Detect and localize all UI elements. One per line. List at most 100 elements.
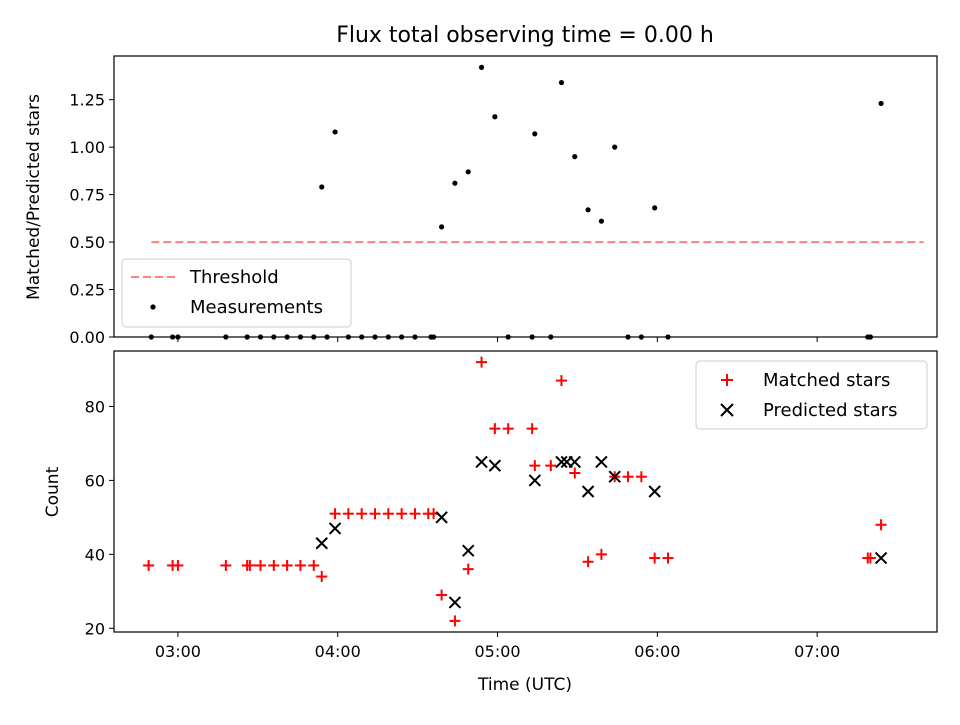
predicted-stars-point	[581, 485, 595, 498]
matched-stars-point	[864, 552, 876, 564]
matched-stars-point	[489, 423, 501, 435]
matched-stars-point	[382, 508, 394, 520]
matched-stars-point	[143, 559, 155, 571]
matched-stars-point	[476, 356, 488, 368]
matched-stars-point	[254, 559, 266, 571]
predicted-stars-point	[435, 511, 448, 524]
measurement-point	[878, 100, 884, 107]
matched-stars-point	[545, 460, 557, 472]
matched-stars-point	[649, 552, 661, 564]
predicted-stars-point	[448, 596, 462, 609]
measurement-point	[465, 169, 471, 175]
x-tick-label: 05:00	[474, 642, 520, 661]
predicted-stars-series	[315, 455, 888, 609]
matched-stars-point	[281, 559, 293, 571]
matched-stars-point	[582, 556, 594, 568]
measurement-point	[439, 224, 445, 230]
matched-stars-point	[635, 471, 647, 483]
top-x-ticks	[177, 337, 818, 342]
top-panel: Flux total observing time = 0.00 h 0.000…	[24, 23, 938, 347]
predicted-stars-point	[475, 455, 488, 469]
top-legend: Threshold Measurements	[121, 258, 352, 328]
predicted-stars-point	[568, 455, 581, 469]
matched-stars-point	[449, 615, 461, 627]
measurement-point	[532, 131, 538, 137]
matched-stars-series	[143, 356, 887, 627]
y-tick-label: 60	[85, 471, 105, 490]
top-plot-content	[148, 64, 924, 340]
matched-stars-point	[369, 508, 381, 520]
y-tick-label: 40	[85, 545, 105, 564]
y-tick-label: 80	[85, 397, 105, 416]
predicted-legend-swatch	[720, 403, 734, 417]
matched-stars-point	[502, 423, 514, 435]
y-tick-label: 0.00	[69, 328, 105, 347]
top-chart-title: Flux total observing time = 0.00 h	[336, 23, 714, 48]
bottom-x-axis: 03:00 04:00 05:00 06:00 07:00	[155, 632, 840, 661]
top-legend-box	[121, 258, 352, 328]
matched-legend-swatch	[721, 374, 733, 386]
predicted-stars-point	[488, 459, 502, 472]
predicted-stars-point	[528, 474, 542, 487]
measurement-point	[652, 205, 658, 211]
bottom-plot-content	[143, 356, 888, 627]
matched-stars-point	[555, 375, 567, 387]
predicted-legend-label: Predicted stars	[763, 400, 897, 421]
measurement-point	[452, 180, 458, 186]
predicted-stars-point	[595, 455, 608, 469]
measurement-point	[558, 79, 565, 86]
matched-stars-point	[595, 548, 607, 560]
x-tick-label: 03:00	[155, 642, 201, 661]
matched-stars-point	[342, 508, 354, 520]
matched-stars-point	[308, 559, 320, 571]
measurement-point	[319, 184, 325, 190]
matched-legend-label: Matched stars	[763, 370, 890, 391]
measurement-point	[612, 144, 618, 150]
matched-stars-point	[526, 423, 538, 435]
matched-stars-point	[569, 467, 581, 479]
predicted-stars-point	[648, 485, 661, 498]
bottom-y-axis-label: Count	[43, 466, 63, 517]
y-tick-label: 0.50	[69, 233, 105, 252]
x-tick-label: 07:00	[794, 642, 840, 661]
y-tick-label: 0.75	[69, 186, 105, 205]
top-plot-frame	[113, 55, 938, 338]
matched-stars-point	[436, 589, 448, 601]
matched-stars-point	[529, 460, 541, 472]
matched-stars-point	[662, 552, 674, 564]
y-tick-label: 20	[85, 619, 105, 638]
matched-stars-point	[875, 519, 887, 531]
bottom-legend-box	[695, 360, 928, 430]
bottom-x-axis-label: Time (UTC)	[477, 675, 572, 695]
predicted-stars-point	[874, 551, 888, 565]
matched-stars-point	[172, 559, 184, 571]
matched-stars-point	[356, 508, 368, 520]
measurement-point	[478, 64, 485, 70]
y-tick-label: 1.00	[69, 138, 105, 157]
predicted-stars-point	[315, 537, 328, 550]
matched-stars-point	[294, 559, 306, 571]
top-y-axis-label: Matched/Predicted stars	[24, 94, 44, 300]
measurement-point	[598, 218, 605, 224]
x-tick-label: 06:00	[634, 642, 680, 661]
measurement-point	[332, 129, 338, 135]
matched-stars-point	[622, 471, 634, 483]
bottom-plot-frame	[113, 350, 938, 633]
y-tick-label: 1.25	[69, 91, 105, 110]
predicted-stars-point	[608, 470, 621, 483]
measurement-point	[492, 114, 498, 120]
matched-stars-point	[462, 563, 474, 575]
measurements-legend-swatch	[150, 304, 156, 310]
y-tick-label: 0.25	[69, 281, 105, 300]
threshold-legend-label: Threshold	[189, 267, 279, 288]
measurement-point	[585, 207, 591, 213]
measurement-point	[572, 154, 578, 160]
predicted-stars-point	[555, 455, 568, 469]
predicted-stars-point	[462, 544, 475, 557]
top-y-axis: 0.00 0.25 0.50 0.75 1.00 1.25	[69, 91, 114, 347]
bottom-legend: Matched stars Predicted stars	[695, 360, 928, 430]
measurements-legend-label: Measurements	[190, 297, 323, 318]
matched-stars-point	[396, 508, 408, 520]
